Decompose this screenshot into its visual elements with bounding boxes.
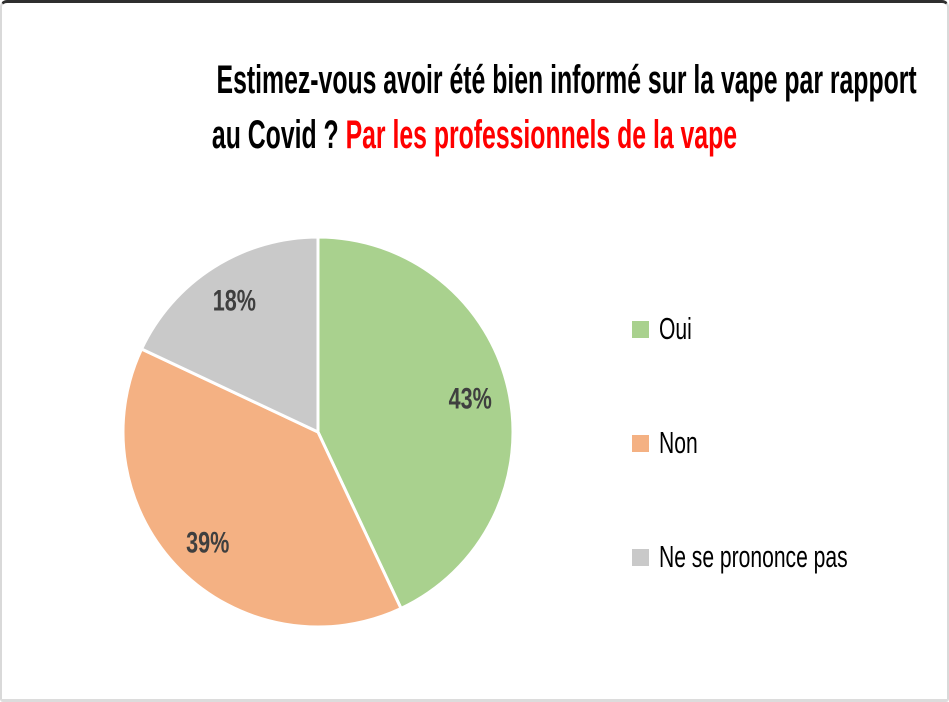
- legend-item-oui: Oui: [632, 311, 936, 346]
- legend-swatch-non: [632, 434, 649, 452]
- title-line-2-black-text: au Covid ?: [211, 113, 346, 157]
- pie-slice-label-ne-se-prononce-pas: 18%: [213, 283, 256, 317]
- legend-label-oui: Oui: [659, 311, 692, 346]
- legend-item-non: Non: [632, 425, 936, 460]
- chart-title: Estimez-vous avoir été bien informé sur …: [2, 53, 947, 163]
- legend-label-ne-se-prononce-pas: Ne se prononce pas: [659, 539, 848, 574]
- title-line-1: Estimez-vous avoir été bien informé sur …: [2, 53, 947, 108]
- legend-swatch-ne-se-prononce-pas: [632, 548, 649, 566]
- chart-legend: Oui Non Ne se prononce pas: [632, 311, 936, 654]
- pie-slice-oui: [316, 235, 515, 610]
- pie-slice-label-oui: 43%: [449, 381, 492, 415]
- title-line-1-text: Estimez-vous avoir été bien informé sur …: [216, 58, 917, 102]
- pie-slice-ne-se-prononce-pas: [140, 235, 320, 434]
- title-line-2-red-text: Par les professionnels de la vape: [345, 113, 738, 157]
- legend-label-non: Non: [659, 425, 698, 460]
- pie-chart: 43% 39% 18%: [121, 235, 515, 629]
- legend-item-ne-se-prononce-pas: Ne se prononce pas: [632, 539, 936, 574]
- legend-swatch-oui: [632, 320, 649, 338]
- pie-slice-non: [121, 347, 403, 629]
- title-line-2: au Covid ? Par les professionnels de la …: [2, 108, 947, 163]
- pie-slice-label-non: 39%: [186, 525, 229, 559]
